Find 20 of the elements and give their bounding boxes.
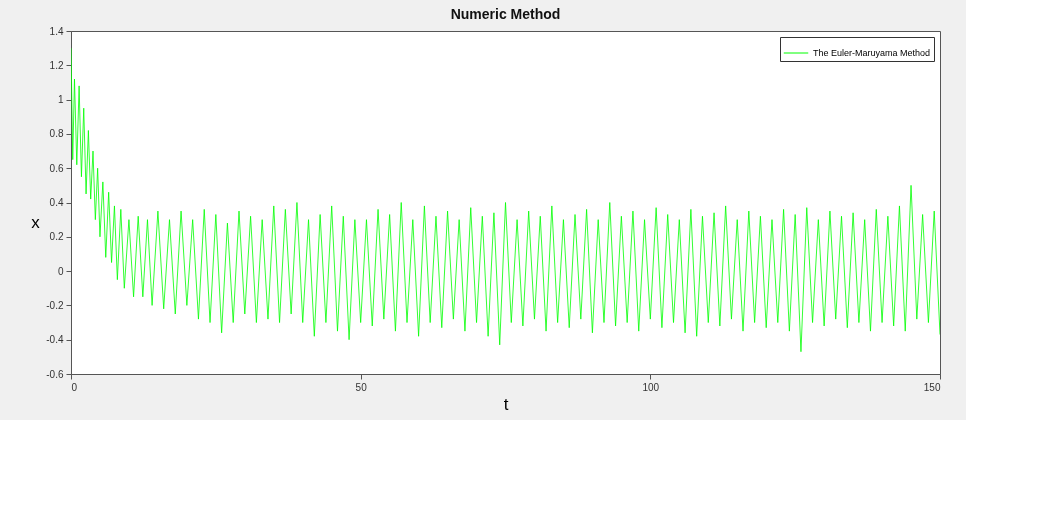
y-tick-label: 0.6 bbox=[49, 162, 64, 174]
x-tick-label: 50 bbox=[355, 381, 368, 393]
legend-label: The Euler-Maruyama Method bbox=[813, 48, 931, 58]
y-tick-label: 1.2 bbox=[49, 59, 64, 71]
x-tick-label: 0 bbox=[71, 381, 78, 393]
y-tick-label: 0.2 bbox=[49, 231, 64, 243]
y-tick-label: 0.8 bbox=[49, 128, 64, 140]
y-tick-label: 1 bbox=[57, 94, 64, 106]
x-tick-label: 100 bbox=[642, 381, 660, 393]
x-axis-title: t bbox=[503, 394, 509, 414]
y-tick-label: -0.4 bbox=[46, 334, 64, 346]
line-series bbox=[71, 47, 940, 353]
x-tick-label: 150 bbox=[923, 381, 941, 393]
y-tick-label: -0.2 bbox=[46, 299, 64, 311]
y-tick-label: 0 bbox=[57, 265, 64, 277]
chart-title: Numeric Method bbox=[450, 6, 561, 22]
y-tick-label: 0.4 bbox=[49, 197, 64, 208]
y-tick-label: -0.6 bbox=[46, 368, 64, 380]
y-axis-title: x bbox=[31, 212, 41, 232]
y-tick-label: 1.4 bbox=[49, 25, 64, 37]
